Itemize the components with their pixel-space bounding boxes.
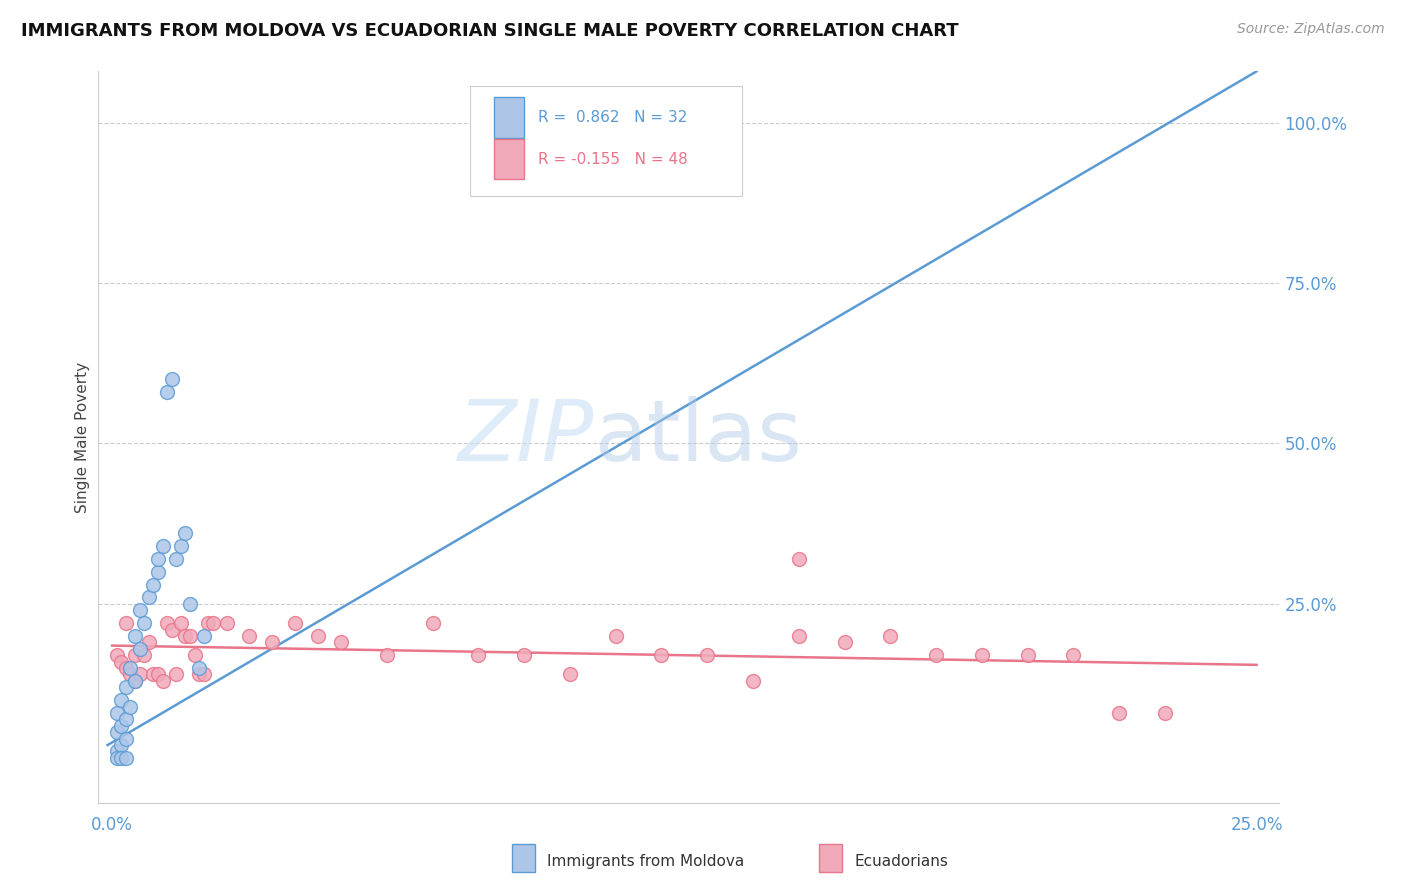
Point <box>146 565 169 579</box>
Point <box>110 719 132 733</box>
Point <box>110 655 132 669</box>
Point <box>110 693 132 707</box>
Text: IMMIGRANTS FROM MOLDOVA VS ECUADORIAN SINGLE MALE POVERTY CORRELATION CHART: IMMIGRANTS FROM MOLDOVA VS ECUADORIAN SI… <box>21 22 959 40</box>
Point <box>165 667 187 681</box>
Point <box>138 635 160 649</box>
Point <box>183 648 205 663</box>
Point <box>970 648 993 663</box>
Text: 25.0%: 25.0% <box>1230 815 1282 834</box>
Point <box>160 623 183 637</box>
Point <box>188 667 211 681</box>
Point <box>120 667 142 681</box>
Point <box>128 603 150 617</box>
Point <box>834 635 856 649</box>
Point <box>115 616 138 631</box>
Point <box>156 616 179 631</box>
FancyBboxPatch shape <box>494 139 523 179</box>
Point <box>879 629 901 643</box>
Y-axis label: Single Male Poverty: Single Male Poverty <box>75 361 90 513</box>
Point <box>787 629 810 643</box>
Point <box>115 681 138 695</box>
Point <box>513 648 536 663</box>
Point <box>142 667 165 681</box>
Point <box>1154 706 1177 720</box>
Text: ZIP: ZIP <box>458 395 595 479</box>
Text: Immigrants from Moldova: Immigrants from Moldova <box>547 854 744 869</box>
FancyBboxPatch shape <box>494 97 523 137</box>
Point <box>105 725 128 739</box>
Point <box>105 648 128 663</box>
Point <box>105 744 128 758</box>
Point <box>170 539 193 553</box>
Point <box>110 738 132 752</box>
FancyBboxPatch shape <box>818 845 842 872</box>
Point <box>170 616 193 631</box>
Point <box>197 616 219 631</box>
Point <box>124 673 146 688</box>
Point <box>142 577 165 591</box>
Point <box>115 661 138 675</box>
Point <box>1062 648 1084 663</box>
Point <box>128 641 150 656</box>
Point <box>156 385 179 400</box>
Point <box>1017 648 1039 663</box>
Text: atlas: atlas <box>595 395 803 479</box>
Point <box>467 648 489 663</box>
Point <box>174 629 197 643</box>
Point <box>201 616 224 631</box>
Text: R = -0.155   N = 48: R = -0.155 N = 48 <box>537 152 688 167</box>
Point <box>146 667 169 681</box>
Point <box>138 591 160 605</box>
Point <box>160 372 183 386</box>
Point <box>152 539 174 553</box>
Point <box>105 751 128 765</box>
Point <box>179 597 201 611</box>
Point <box>238 629 260 643</box>
Point <box>174 526 197 541</box>
Point <box>330 635 353 649</box>
Point <box>120 699 142 714</box>
Text: R =  0.862   N = 32: R = 0.862 N = 32 <box>537 110 688 125</box>
Point <box>124 629 146 643</box>
Point <box>787 552 810 566</box>
Point <box>605 629 627 643</box>
Text: 0.0%: 0.0% <box>91 815 134 834</box>
Point <box>650 648 672 663</box>
Point <box>284 616 307 631</box>
Point <box>115 712 138 726</box>
Point <box>165 552 187 566</box>
Point <box>262 635 284 649</box>
Point <box>124 673 146 688</box>
FancyBboxPatch shape <box>512 845 536 872</box>
Point <box>134 648 156 663</box>
FancyBboxPatch shape <box>471 86 742 195</box>
Point <box>146 552 169 566</box>
Point <box>193 667 215 681</box>
Point <box>742 673 765 688</box>
Text: Ecuadorians: Ecuadorians <box>855 854 948 869</box>
Point <box>215 616 238 631</box>
Point <box>1108 706 1130 720</box>
Point <box>188 661 211 675</box>
Point <box>115 731 138 746</box>
Point <box>307 629 329 643</box>
Point <box>128 667 150 681</box>
Point <box>696 648 718 663</box>
Point <box>110 751 132 765</box>
Point <box>422 616 444 631</box>
Point <box>558 667 581 681</box>
Point <box>375 648 398 663</box>
Point <box>120 661 142 675</box>
Text: Source: ZipAtlas.com: Source: ZipAtlas.com <box>1237 22 1385 37</box>
Point <box>105 706 128 720</box>
Point <box>134 616 156 631</box>
Point <box>925 648 948 663</box>
Point <box>179 629 201 643</box>
Point <box>152 673 174 688</box>
Point <box>193 629 215 643</box>
Point <box>124 648 146 663</box>
Point <box>115 751 138 765</box>
